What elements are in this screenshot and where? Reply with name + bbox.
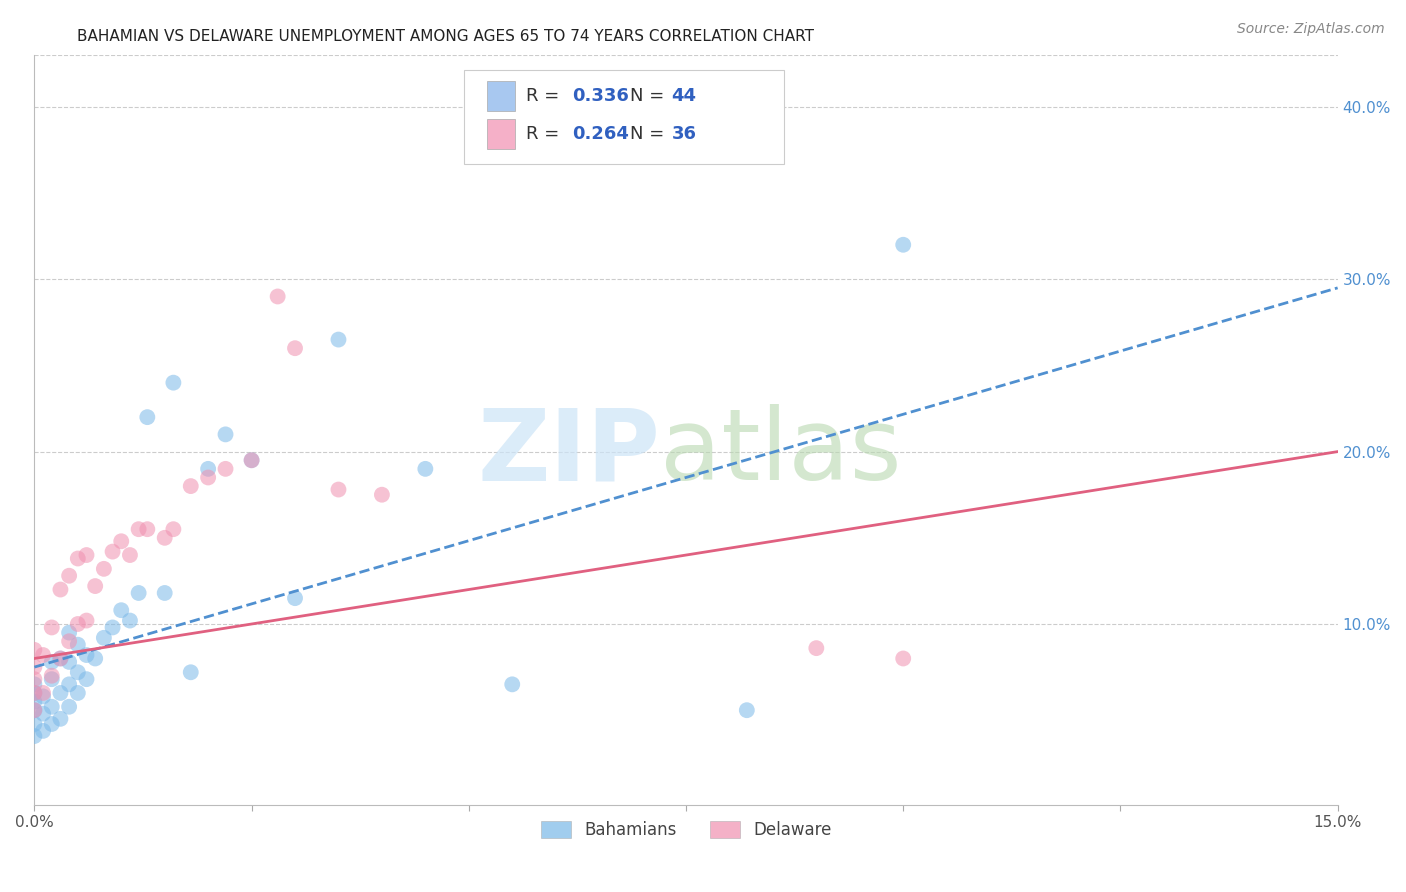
Point [32,723,55,738]
Point [501,677,523,691]
Point [84,651,107,665]
Text: BAHAMIAN VS DELAWARE UNEMPLOYMENT AMONG AGES 65 TO 74 YEARS CORRELATION CHART: BAHAMIAN VS DELAWARE UNEMPLOYMENT AMONG … [77,29,814,45]
Point [328,483,350,497]
Point [22,703,45,717]
Point [66,551,89,566]
Point [118,614,141,628]
Point [214,462,236,476]
Point [180,479,202,493]
Text: N =: N = [630,125,671,143]
Point [110,534,132,549]
Point [32,686,55,700]
Text: 44: 44 [672,87,696,105]
Point [66,686,89,700]
Point [41,699,63,714]
Point [32,648,55,662]
Point [153,531,176,545]
Text: 0.336: 0.336 [572,87,630,105]
Point [93,562,115,576]
Bar [486,81,515,112]
Point [66,638,89,652]
Point [22,729,45,743]
Point [22,686,45,700]
Point [101,544,124,558]
Point [110,603,132,617]
Point [22,703,45,717]
Point [328,333,350,347]
Point [32,690,55,704]
Point [162,522,184,536]
Point [76,648,98,662]
Point [22,686,45,700]
Point [76,614,98,628]
Text: 0.264: 0.264 [572,125,630,143]
Point [891,651,914,665]
Point [128,522,150,536]
Point [66,617,89,632]
Point [58,568,80,582]
Point [197,470,219,484]
Point [49,712,72,726]
Point [891,237,914,252]
Point [136,522,159,536]
Text: R =: R = [526,125,565,143]
Text: 36: 36 [672,125,696,143]
Text: R =: R = [526,87,565,105]
Point [22,672,45,686]
Point [49,651,72,665]
Point [41,669,63,683]
Point [22,643,45,657]
Text: ZIP: ZIP [477,404,659,501]
FancyBboxPatch shape [464,70,783,164]
Point [735,703,758,717]
Point [266,289,288,303]
Point [58,655,80,669]
Point [41,672,63,686]
Point [58,699,80,714]
Point [22,717,45,731]
Point [162,376,184,390]
Point [415,462,437,476]
Point [49,582,72,597]
Point [22,660,45,674]
Point [240,453,263,467]
Point [214,427,236,442]
Text: atlas: atlas [659,404,901,501]
Point [240,453,263,467]
Point [136,410,159,425]
Point [49,686,72,700]
Bar [486,119,515,149]
Point [58,677,80,691]
Point [49,651,72,665]
Point [22,677,45,691]
Point [371,488,394,502]
Text: Source: ZipAtlas.com: Source: ZipAtlas.com [1237,22,1385,37]
Point [41,717,63,731]
Point [101,620,124,634]
Point [41,620,63,634]
Point [128,586,150,600]
Point [180,665,202,680]
Point [58,634,80,648]
Point [118,548,141,562]
Text: N =: N = [630,87,671,105]
Point [806,641,828,656]
Point [76,672,98,686]
Point [66,665,89,680]
Point [284,591,307,606]
Point [197,462,219,476]
Point [32,706,55,721]
Point [76,548,98,562]
Point [41,655,63,669]
Point [153,586,176,600]
Point [93,631,115,645]
Point [84,579,107,593]
Legend: Bahamians, Delaware: Bahamians, Delaware [534,814,838,846]
Point [284,341,307,355]
Point [22,695,45,709]
Point [58,625,80,640]
